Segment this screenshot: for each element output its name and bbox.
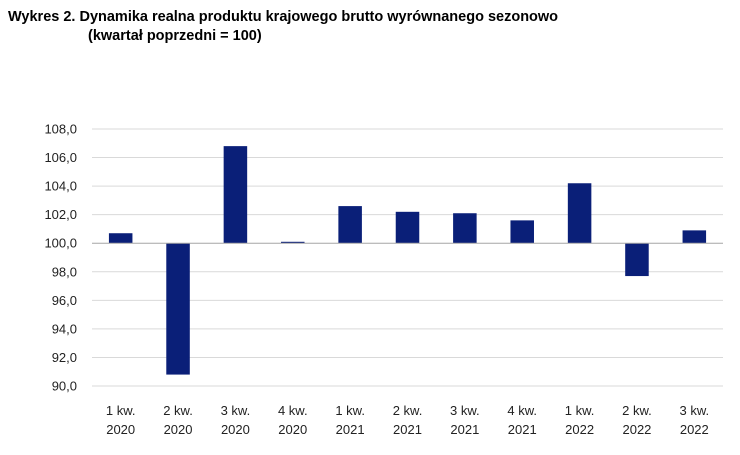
y-axis-tick-labels: 90,0 92,0 94,0 96,0 98,0 100,0 102,0 104,0 106,0… [44,122,77,394]
y-tick-label: 98,0 [52,264,77,279]
bars [108,146,707,375]
bar [682,230,707,244]
bar [281,241,305,244]
y-tick-label: 106,0 [44,150,77,165]
x-category-label-year: 2022 [622,422,651,437]
bar [453,213,477,244]
y-tick-label: 94,0 [52,321,77,336]
x-category-label-year: 2021 [393,422,422,437]
chart-title: Wykres 2. Dynamika realna produktu krajo… [8,8,558,46]
x-category-label-quarter: 2 kw. [622,403,652,418]
x-category-label-year: 2020 [278,422,307,437]
bar [625,243,649,277]
x-category-label-quarter: 1 kw. [565,403,595,418]
bar [567,183,592,244]
bar [395,211,420,244]
chart-subtitle: (kwartał poprzedni = 100) [88,28,262,44]
x-category-label-quarter: 4 kw. [278,403,308,418]
x-category-label-year: 2022 [565,422,594,437]
x-category-label-quarter: 2 kw. [393,403,423,418]
x-category-label-quarter: 3 kw. [680,403,710,418]
x-category-label-year: 2020 [221,422,250,437]
x-category-label-year: 2021 [508,422,537,437]
y-tick-label: 108,0 [44,122,77,137]
x-category-label-quarter: 2 kw. [163,403,193,418]
bar [223,146,248,244]
x-axis-category-labels: 1 kw. 2020 2 kw. 2020 3 kw. 2020 4 kw. 2020 1 kw… [106,403,709,437]
bar [338,206,362,244]
x-category-label-year: 2020 [164,422,193,437]
x-category-label-year: 2021 [336,422,365,437]
bar [108,233,133,244]
x-category-label-year: 2021 [450,422,479,437]
x-category-label-quarter: 4 kw. [507,403,537,418]
x-category-label-quarter: 1 kw. [335,403,365,418]
y-tick-label: 104,0 [44,179,77,194]
x-category-label-quarter: 1 kw. [106,403,136,418]
chart-title-line1: Wykres 2. Dynamika realna produktu krajo… [8,9,559,25]
y-tick-label: 102,0 [44,207,77,222]
y-tick-label: 92,0 [52,350,77,365]
y-tick-label: 90,0 [52,379,77,394]
bar [510,220,534,244]
x-category-label-year: 2022 [680,422,709,437]
y-tick-label: 96,0 [52,293,77,308]
x-category-label-year: 2020 [106,422,135,437]
y-tick-label: 100,0 [44,236,77,251]
bar [166,243,190,375]
gridlines [92,128,723,387]
x-category-label-quarter: 3 kw. [221,403,251,418]
x-category-label-quarter: 3 kw. [450,403,480,418]
